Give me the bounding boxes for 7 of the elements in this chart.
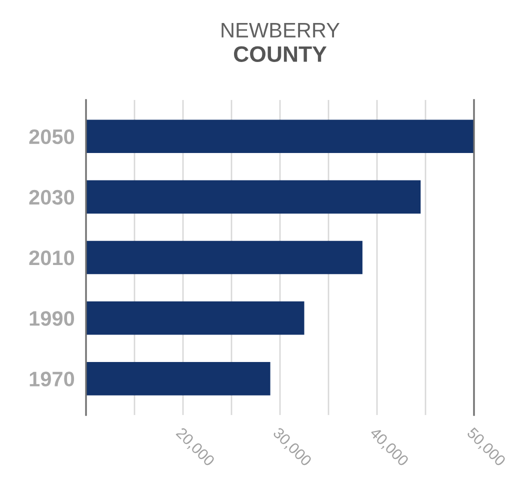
y-tick-label: 1970: [30, 372, 74, 386]
y-tick-label: 2010: [29, 250, 74, 266]
chart-title: NEWBERRY: [222, 23, 340, 38]
chart-subtitle: COUNTY: [234, 46, 327, 62]
y-tick-label: 1990: [30, 311, 74, 326]
y-tick-label: 2030: [29, 190, 74, 205]
y-tick-label: 2050: [29, 129, 74, 144]
